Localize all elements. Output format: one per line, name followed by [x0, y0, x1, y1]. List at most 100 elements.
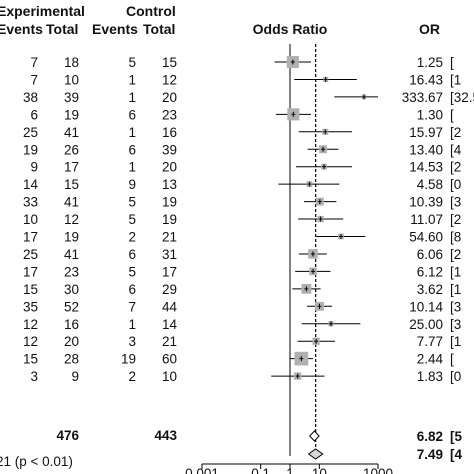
- exp-total-cell: 41: [64, 125, 79, 140]
- axis-tick-label: 1: [286, 466, 294, 474]
- ctl-total-cell: 16: [162, 125, 177, 140]
- ci-value-cell: [0: [450, 369, 461, 384]
- summary-or-value: 7.49: [417, 447, 443, 462]
- ctl-total-cell: 10: [162, 369, 177, 384]
- ctl-events-cell: 6: [128, 247, 136, 262]
- exp-total-cell: 28: [64, 352, 79, 367]
- ctl-total-cell: 44: [162, 299, 178, 314]
- exp-events-cell: 25: [23, 247, 38, 262]
- ctl-total-cell: 17: [162, 264, 177, 279]
- total-control: 443: [154, 428, 177, 443]
- ctl-events-cell: 19: [121, 352, 136, 367]
- header-odds-ratio: Odds Ratio: [253, 21, 328, 37]
- header-exp-total: Total: [46, 21, 78, 37]
- summary-diamond: [307, 448, 324, 460]
- exp-events-cell: 10: [23, 212, 38, 227]
- ctl-total-cell: 39: [162, 142, 177, 157]
- ctl-total-cell: 19: [162, 195, 177, 210]
- ctl-events-cell: 1: [128, 90, 136, 105]
- ci-value-cell: [0: [450, 177, 461, 192]
- exp-total-cell: 19: [64, 107, 79, 122]
- ctl-events-cell: 5: [128, 212, 136, 227]
- total-experimental: 476: [56, 428, 79, 443]
- exp-total-cell: 39: [64, 90, 79, 105]
- or-value-cell: 16.43: [409, 72, 443, 87]
- exp-total-cell: 26: [64, 142, 79, 157]
- ctl-total-cell: 12: [162, 72, 177, 87]
- or-value-cell: 15.97: [409, 125, 443, 140]
- ctl-events-cell: 5: [128, 264, 136, 279]
- summary-ci-value: [5: [450, 429, 462, 444]
- x-axis: 0.001 0.1 1 10 1000: [185, 463, 393, 474]
- ci-value-cell: [: [450, 107, 454, 122]
- exp-total-cell: 12: [64, 212, 79, 227]
- exp-events-cell: 15: [23, 352, 38, 367]
- axis-tick-label: 0.001: [185, 466, 219, 474]
- exp-total-cell: 20: [64, 334, 79, 349]
- heterogeneity-text: 21 (p < 0.01): [0, 454, 73, 469]
- exp-events-cell: 35: [23, 299, 38, 314]
- ctl-events-cell: 5: [128, 55, 136, 70]
- ctl-total-cell: 14: [162, 317, 178, 332]
- header-exp-events: Events: [0, 21, 43, 37]
- axis-tick-label: 0.1: [251, 466, 270, 474]
- exp-total-cell: 15: [64, 177, 79, 192]
- ci-value-cell: [: [450, 352, 454, 367]
- ctl-total-cell: 23: [162, 107, 177, 122]
- header-ctl-total: Total: [143, 21, 175, 37]
- header-ctl-events: Events: [92, 21, 138, 37]
- ctl-events-cell: 9: [128, 177, 136, 192]
- exp-events-cell: 38: [23, 90, 38, 105]
- ci-value-cell: [1: [450, 282, 461, 297]
- or-value-cell: 4.58: [417, 177, 443, 192]
- exp-total-cell: 19: [64, 230, 79, 245]
- ci-value-cell: [2: [450, 247, 461, 262]
- ctl-events-cell: 1: [128, 125, 136, 140]
- exp-total-cell: 52: [64, 299, 79, 314]
- ctl-total-cell: 19: [162, 212, 177, 227]
- summary-or-value: 6.82: [417, 429, 443, 444]
- ci-value-cell: [4: [450, 142, 462, 157]
- ci-value-cell: [32.5: [450, 90, 474, 105]
- header-experimental: Experimental: [0, 3, 85, 19]
- exp-events-cell: 17: [23, 230, 38, 245]
- or-value-cell: 2.44: [417, 352, 444, 367]
- ci-value-cell: [8: [450, 230, 461, 245]
- ctl-total-cell: 21: [162, 334, 177, 349]
- ci-value-cell: [: [450, 55, 454, 70]
- or-value-cell: 14.53: [409, 160, 443, 175]
- or-value-cell: 6.12: [417, 264, 443, 279]
- ci-value-cell: [1: [450, 334, 461, 349]
- or-value-cell: 54.60: [409, 230, 443, 245]
- ctl-events-cell: 3: [128, 334, 136, 349]
- exp-total-cell: 30: [64, 282, 79, 297]
- exp-total-cell: 41: [64, 247, 79, 262]
- exp-total-cell: 41: [64, 195, 79, 210]
- header-or: OR: [419, 21, 440, 37]
- ctl-total-cell: 13: [162, 177, 177, 192]
- exp-total-cell: 23: [64, 264, 79, 279]
- ctl-total-cell: 15: [162, 55, 177, 70]
- or-value-cell: 11.07: [410, 212, 443, 227]
- ctl-events-cell: 2: [128, 369, 136, 384]
- ctl-total-cell: 20: [162, 90, 177, 105]
- or-value-cell: 10.14: [409, 299, 443, 314]
- ctl-total-cell: 60: [162, 352, 177, 367]
- ci-value-cell: [1: [450, 72, 461, 87]
- header-control: Control: [126, 3, 176, 19]
- ci-value-cell: [1: [450, 264, 461, 279]
- ctl-events-cell: 1: [128, 317, 136, 332]
- ctl-total-cell: 29: [162, 282, 177, 297]
- exp-total-cell: 9: [71, 369, 79, 384]
- exp-total-cell: 18: [64, 55, 79, 70]
- exp-events-cell: 7: [30, 55, 38, 70]
- ci-value-cell: [3: [450, 299, 461, 314]
- exp-events-cell: 3: [30, 369, 38, 384]
- ci-value-cell: [2: [450, 160, 461, 175]
- ctl-events-cell: 5: [128, 195, 136, 210]
- axis-tick-label: 1000: [363, 466, 393, 474]
- exp-events-cell: 6: [30, 107, 38, 122]
- or-value-cell: 1.30: [417, 107, 443, 122]
- or-value-cell: 7.77: [417, 334, 443, 349]
